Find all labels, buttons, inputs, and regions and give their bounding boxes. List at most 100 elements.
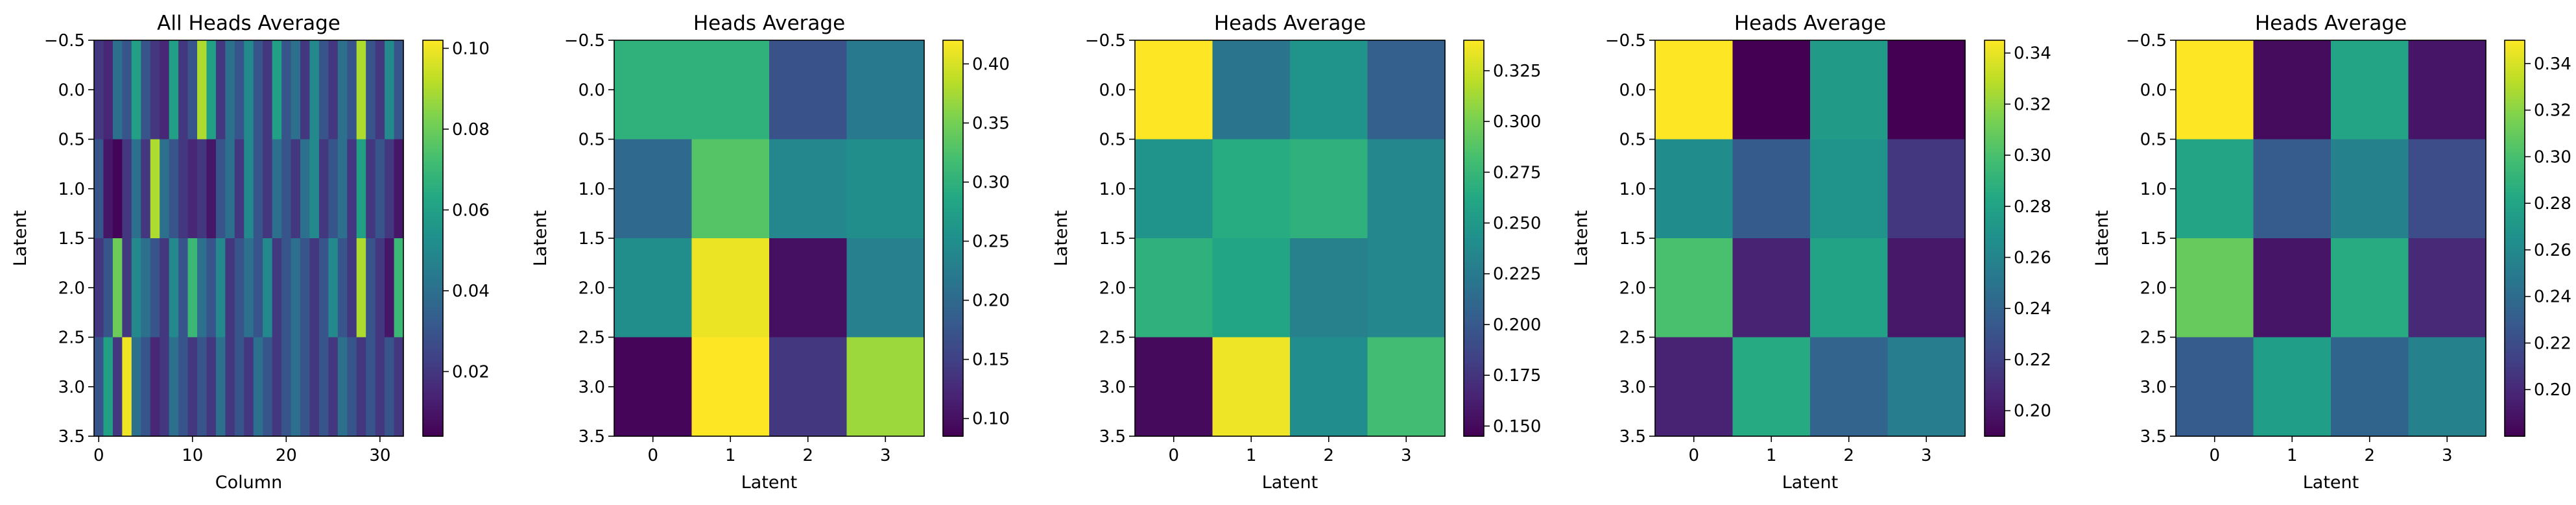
colorbar-swatch xyxy=(1464,199,1484,203)
colorbar-swatch xyxy=(943,307,963,312)
colorbar-swatch xyxy=(1464,208,1484,213)
colorbar-swatch xyxy=(1464,83,1484,87)
heatmap-cell xyxy=(318,238,329,338)
heatmap-cell xyxy=(366,139,376,239)
y-tick-label: 0.5 xyxy=(58,130,85,150)
colorbar-swatch xyxy=(423,254,443,259)
heatmap-cell xyxy=(2331,238,2409,338)
colorbar-swatch xyxy=(423,63,443,68)
heatmap-cell xyxy=(122,40,132,140)
colorbar-swatch xyxy=(2505,321,2525,325)
colorbar-swatch xyxy=(2505,376,2525,381)
colorbar-swatch xyxy=(423,370,443,375)
colorbar-swatch xyxy=(423,380,443,384)
heatmap-cell xyxy=(281,139,292,239)
colorbar-swatch xyxy=(423,304,443,308)
colorbar-swatch xyxy=(1985,116,2005,120)
heatmap-cell xyxy=(356,40,366,140)
colorbar-swatch xyxy=(423,66,443,71)
colorbar-swatch xyxy=(943,90,963,94)
colorbar-swatch xyxy=(423,274,443,278)
colorbar-swatch xyxy=(1464,363,1484,368)
heatmap-cell xyxy=(234,40,244,140)
colorbar-swatch xyxy=(943,191,963,196)
heatmap-cell xyxy=(253,238,263,338)
colorbar-swatch xyxy=(943,261,963,265)
colorbar-tick-label: 0.200 xyxy=(1493,315,1541,335)
colorbar-swatch xyxy=(423,188,443,193)
colorbar-swatch xyxy=(2505,191,2525,196)
colorbar-swatch xyxy=(423,119,443,123)
colorbar-swatch xyxy=(943,419,963,424)
y-tick-label: 3.0 xyxy=(1099,378,1126,397)
colorbar-swatch xyxy=(423,175,443,180)
colorbar-swatch xyxy=(1985,86,2005,91)
colorbar-swatch xyxy=(1464,397,1484,400)
colorbar-swatch xyxy=(1464,389,1484,394)
colorbar-swatch xyxy=(423,205,443,210)
heatmap-cell xyxy=(206,238,217,338)
heatmap-cell xyxy=(769,337,848,437)
chart-title: Heads Average xyxy=(693,12,845,35)
x-tick-label: 0 xyxy=(93,446,104,465)
colorbar-swatch xyxy=(1985,199,2005,203)
colorbar-swatch xyxy=(423,357,443,361)
colorbar-swatch xyxy=(423,271,443,275)
colorbar-swatch xyxy=(1464,416,1484,421)
colorbar-swatch xyxy=(1985,53,2005,58)
colorbar-swatch xyxy=(943,99,963,104)
colorbar-swatch xyxy=(1985,267,2005,272)
colorbar-swatch xyxy=(423,426,443,430)
colorbar-swatch xyxy=(2505,367,2525,371)
colorbar-swatch xyxy=(1464,238,1484,242)
colorbar-swatch xyxy=(943,169,963,173)
x-tick-label: 0 xyxy=(2209,446,2220,465)
colorbar-swatch xyxy=(1985,360,2005,364)
colorbar-tick-label: 0.20 xyxy=(2014,402,2051,421)
colorbar-swatch xyxy=(1464,86,1484,91)
colorbar-swatch xyxy=(423,291,443,295)
y-tick-label: 1.5 xyxy=(2140,229,2167,249)
colorbar-swatch xyxy=(2505,139,2525,143)
colorbar-swatch xyxy=(423,393,443,397)
colorbar-swatch xyxy=(1464,159,1484,163)
heatmap-cell xyxy=(234,139,244,239)
colorbar-swatch xyxy=(423,116,443,120)
colorbar-swatch xyxy=(2505,353,2525,358)
colorbar-swatch xyxy=(1464,221,1484,226)
heatmap-cell xyxy=(225,40,235,140)
colorbar-swatch xyxy=(943,199,963,203)
colorbar-swatch xyxy=(423,406,443,411)
colorbar-swatch xyxy=(2505,340,2525,345)
colorbar-swatch xyxy=(943,136,963,140)
heatmap-cell xyxy=(197,40,208,140)
colorbar-swatch xyxy=(423,429,443,434)
heatmap-cell xyxy=(691,337,770,437)
heatmap-cell xyxy=(281,337,292,437)
colorbar-swatch xyxy=(423,234,443,239)
colorbar-swatch xyxy=(1464,103,1484,107)
colorbar-swatch xyxy=(1985,208,2005,213)
heatmap-cell xyxy=(375,337,385,437)
heatmap-cell xyxy=(291,238,301,338)
heatmap-cell xyxy=(291,337,301,437)
heatmap-cell xyxy=(300,40,311,140)
heatmap-cell xyxy=(1887,40,1966,140)
colorbar-swatch xyxy=(943,123,963,127)
colorbar-swatch xyxy=(2505,182,2525,186)
colorbar-swatch xyxy=(943,202,963,206)
colorbar-swatch xyxy=(943,383,963,388)
colorbar-swatch xyxy=(423,159,443,163)
colorbar-swatch xyxy=(2505,360,2525,364)
colorbar-swatch xyxy=(943,212,963,216)
x-tick-label: 3 xyxy=(1401,446,1412,465)
colorbar-swatch xyxy=(2505,109,2525,114)
colorbar-swatch xyxy=(1985,307,2005,312)
heatmap-cell xyxy=(1655,337,1734,437)
heatmap-cell xyxy=(178,238,189,338)
colorbar-swatch xyxy=(2505,53,2525,58)
y-tick-label: 0.5 xyxy=(1099,130,1126,150)
colorbar-swatch xyxy=(943,410,963,414)
colorbar-swatch xyxy=(943,353,963,358)
colorbar-swatch xyxy=(2505,284,2525,289)
